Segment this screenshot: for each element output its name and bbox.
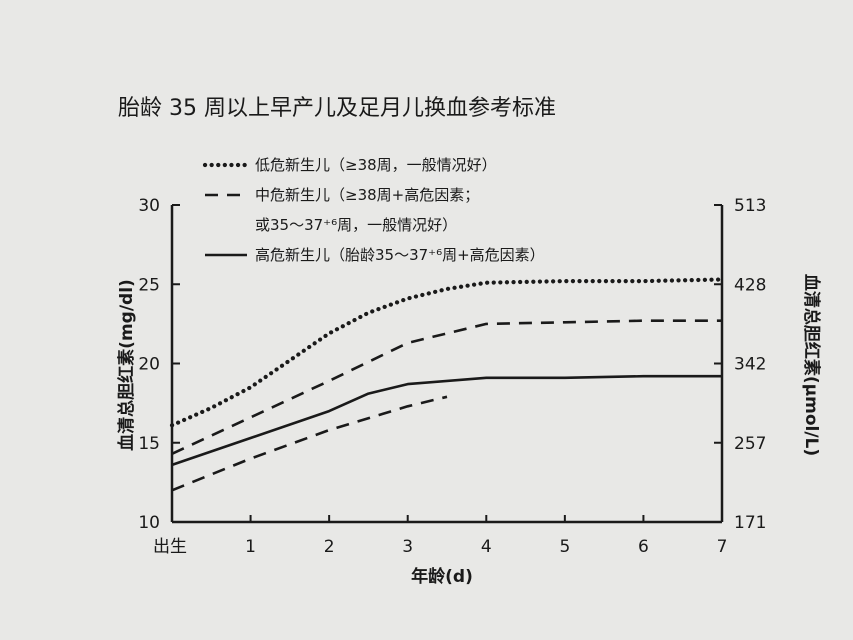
x-axis-title: 年龄(d) [411,566,473,587]
y-axis-title-right: 血清总胆红素(μmol/L) [801,274,822,456]
legend-label: 高危新生儿（胎龄35～37⁺⁶周+高危因素） [255,246,545,264]
legend-label: 中危新生儿（≥38周+高危因素； [255,186,479,204]
y-tick-label-left: 30 [138,196,160,216]
y-tick-label-right: 428 [734,275,766,295]
x-tick-label: 7 [717,537,728,557]
x-tick-label: 2 [324,537,335,557]
x-tick-label: 出生 [153,537,187,557]
y-tick-label-right: 171 [734,513,766,533]
y-tick-label-right: 257 [734,434,766,454]
series-group [169,277,725,492]
x-tick-label: 3 [402,537,413,557]
y-tick-label-left: 25 [138,275,160,295]
x-tick-label: 4 [481,537,492,557]
y-tick-label-right: 513 [734,196,766,216]
series-line-4 [171,395,448,492]
x-tick-label: 1 [245,537,256,557]
series-line-3 [171,374,722,467]
y-axis-title-left: 血清总胆红素(mg/dl) [116,279,137,451]
y-tick-label-left: 10 [138,513,160,533]
legend: 低危新生儿（≥38周，一般情况好） 中危新生儿（≥38周+高危因素； 或35～37⁺… [202,156,545,264]
series-line-1 [169,277,725,428]
series-line-2 [171,319,722,455]
y-tick-label-left: 15 [138,434,160,454]
legend-label: 低危新生儿（≥38周，一般情况好） [255,156,497,174]
y-tick-label-right: 342 [734,355,766,375]
chart-title: 胎龄 35 周以上早产儿及足月儿换血参考标准 [118,96,556,121]
x-tick-label: 6 [638,537,649,557]
x-tick-label: 5 [559,537,570,557]
axes: 10 171 15 257 20 342 25 428 30 513 出生 1 2 3 4 5 6 7 [138,196,766,557]
legend-label: 或35～37⁺⁶周，一般情况好） [255,216,457,234]
y-tick-label-left: 20 [138,355,160,375]
